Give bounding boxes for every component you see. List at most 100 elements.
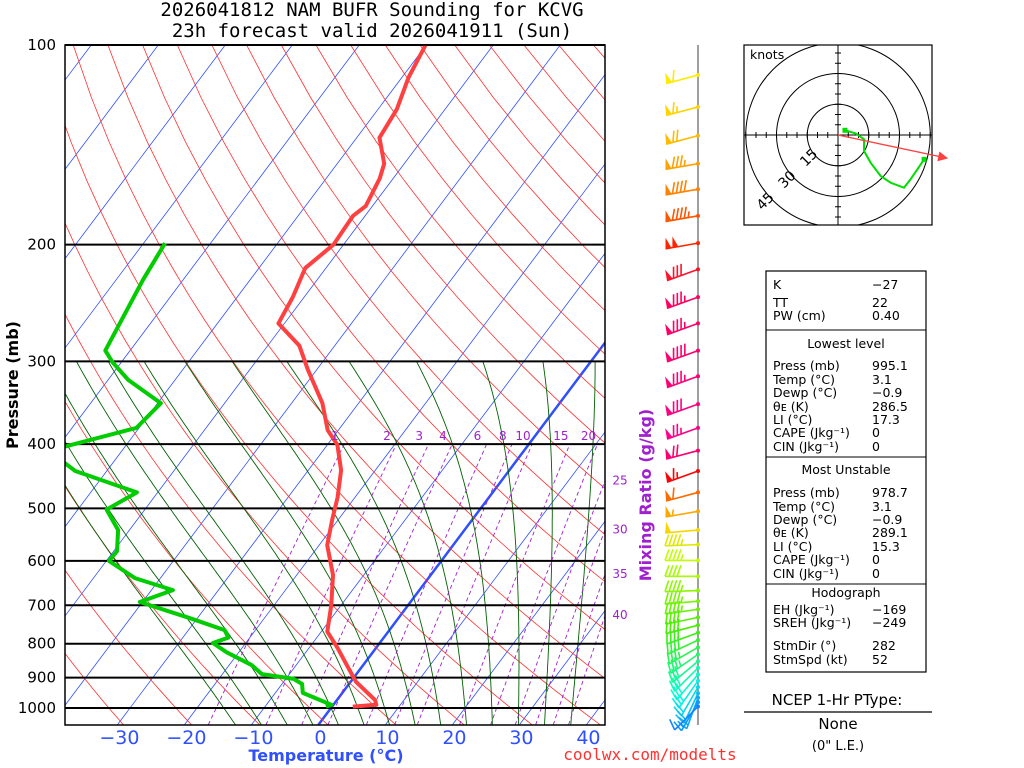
index-value: 0 [872,552,880,567]
temperature-tick-label: 10 [375,727,399,749]
mixing-ratio-axis-title: Mixing Ratio (g/kg) [636,409,655,581]
mixing-ratio-label: 30 [612,523,627,537]
moist-adiabat [231,361,416,725]
barb-station-dot [696,509,700,514]
barb-full [675,683,683,694]
barb-station-dot [696,213,700,218]
barb-staff [666,375,699,389]
pressure-lines [65,44,605,709]
index-value: 3.1 [872,499,892,514]
barb-staff [666,268,699,282]
barb-station-dot [696,161,700,166]
barb-full [676,610,680,622]
index-label: Temp (°C) [772,372,835,387]
chart-title-line1: 2026041812 NAM BUFR Sounding for KCVG [160,0,583,21]
barb-full [679,207,684,220]
dry-adiabat [65,569,192,725]
index-label: EH (Jkg⁻¹) [773,602,835,617]
barb-pennant [665,183,672,195]
index-value: 17.3 [872,412,900,427]
wind-barb [665,398,700,417]
moist-adiabat [184,361,390,725]
barb-station-dot [696,321,700,326]
dry-adiabat [65,400,328,725]
plot-frame [64,44,606,726]
barb-full [671,156,676,169]
index-label: Dewp (°C) [773,385,837,400]
barb-full [671,208,676,221]
wind-barb [664,549,700,563]
barb-staff [674,705,699,731]
wind-barb [665,521,700,534]
barb-full [670,650,674,662]
index-label: TT [772,295,788,310]
wind-barb [665,468,700,483]
barb-pennant [665,210,672,222]
wind-barb [665,343,700,363]
barb-station-dot [696,528,700,533]
barb-half [680,554,684,561]
barb-half [687,211,690,218]
barb-full [664,592,669,605]
isotherm [251,252,605,725]
moist-adiabat [482,361,520,725]
barb-station-dot [696,402,700,407]
wind-barb [665,155,700,171]
barb-full [676,591,681,604]
pressure-tick-label: 900 [27,669,56,687]
barb-full [675,702,685,713]
ptype-heading: NCEP 1-Hr PType: [772,691,903,709]
barb-station-dot [696,574,700,579]
barb-station-dot [696,645,700,650]
barb-full [676,549,682,561]
barb-full [664,549,670,561]
dry-adiabat [246,45,605,489]
barb-full [668,680,676,692]
storm-motion-vector [837,134,943,158]
barb-pennant [665,72,672,84]
barb-pennant [665,376,673,388]
index-label: LI (°C) [773,539,812,554]
mixing-ratio-line [514,479,605,725]
moist-adiabat [416,361,493,725]
barb-station-dot [696,599,700,604]
barb-station-dot [696,490,700,495]
barb-staff [667,639,699,655]
barb-full [664,534,670,547]
index-label: StmSpd (kt) [773,652,848,667]
barb-full [672,130,675,143]
moist-adiabat [570,361,596,725]
barb-staff [666,427,699,440]
isotherm [65,45,293,349]
zero-isotherm [317,340,605,725]
barb-staff [666,296,699,310]
moist-adiabat [76,361,314,725]
wind-barb [665,291,700,310]
credit-link[interactable]: coolwx.com/modelts [563,745,736,764]
isotherm [65,45,159,170]
isotherm [184,163,605,725]
mixing-ratio-label: 40 [612,608,627,622]
pressure-tick-label: 200 [27,236,56,254]
pressure-tick-label: 100 [27,36,56,54]
x-axis-title: Temperature (°C) [248,746,403,765]
barb-half [680,538,684,546]
mixing-ratio-label: 25 [612,474,627,488]
dry-adiabat [72,45,601,725]
dewpoint-trace [65,242,334,709]
barb-staff [666,403,699,417]
index-value: 15.3 [872,539,900,554]
index-value: 0 [872,439,880,454]
mixing-ratio-line [394,444,513,725]
barb-full [672,591,677,604]
barb-full [674,674,682,686]
barb-station-dot [696,542,700,547]
isotherm [65,45,494,617]
barb-full [666,652,671,664]
barb-station-dot [696,241,700,246]
wind-barb [665,487,700,502]
barb-half [677,651,681,658]
wind-barb [665,179,700,196]
barb-pennant [665,447,672,460]
wind-barb [665,101,700,117]
